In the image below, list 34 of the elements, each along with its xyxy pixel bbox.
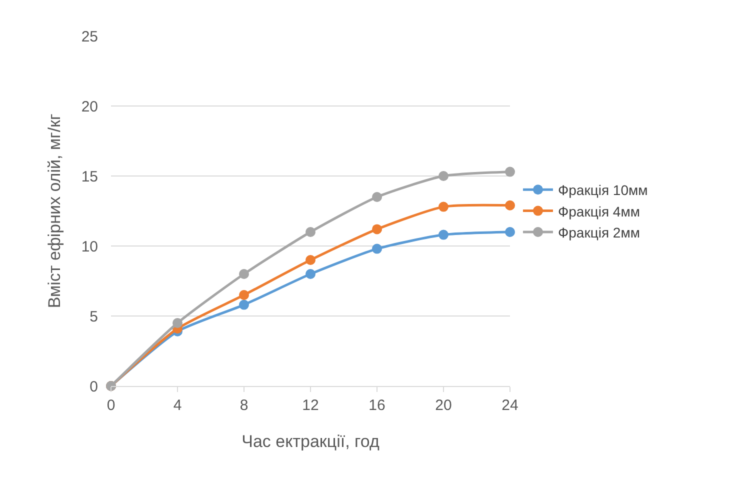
y-tick-label: 15: [81, 168, 98, 186]
point: [372, 192, 382, 202]
y-tick-label: 0: [90, 378, 98, 396]
y-tick-label: 20: [81, 98, 98, 116]
point: [438, 202, 448, 212]
x-tick-label: 8: [240, 397, 248, 414]
point: [172, 318, 182, 328]
y-axis-title: Вміст ефірних олій, мг/кг: [44, 114, 64, 308]
point: [438, 230, 448, 240]
point: [438, 171, 448, 181]
point: [239, 269, 249, 279]
point: [372, 224, 382, 234]
point: [505, 227, 515, 237]
point: [505, 166, 515, 177]
legend-label: Фракція 2мм: [558, 224, 640, 240]
point: [239, 290, 249, 300]
x-tick-label: 12: [302, 397, 319, 414]
x-tick-label: 24: [502, 397, 518, 414]
legend-label: Фракція 10мм: [558, 182, 648, 198]
x-tick-label: 0: [106, 397, 116, 414]
x-tick-label: 16: [368, 397, 386, 414]
x-tick-label: 4: [173, 397, 182, 414]
y-tick-label: 10: [81, 238, 98, 256]
point: [306, 269, 316, 279]
point: [372, 244, 382, 254]
y-tick-label: 5: [90, 308, 98, 326]
point: [306, 227, 316, 237]
x-axis-title: Час ектракції, год: [242, 432, 380, 451]
y-tick-label: 25: [81, 28, 98, 46]
x-tick-label: 20: [435, 397, 452, 414]
point: [239, 300, 249, 310]
point: [505, 200, 515, 210]
point: [306, 255, 316, 265]
legend-label: Фракція 4мм: [558, 203, 640, 220]
